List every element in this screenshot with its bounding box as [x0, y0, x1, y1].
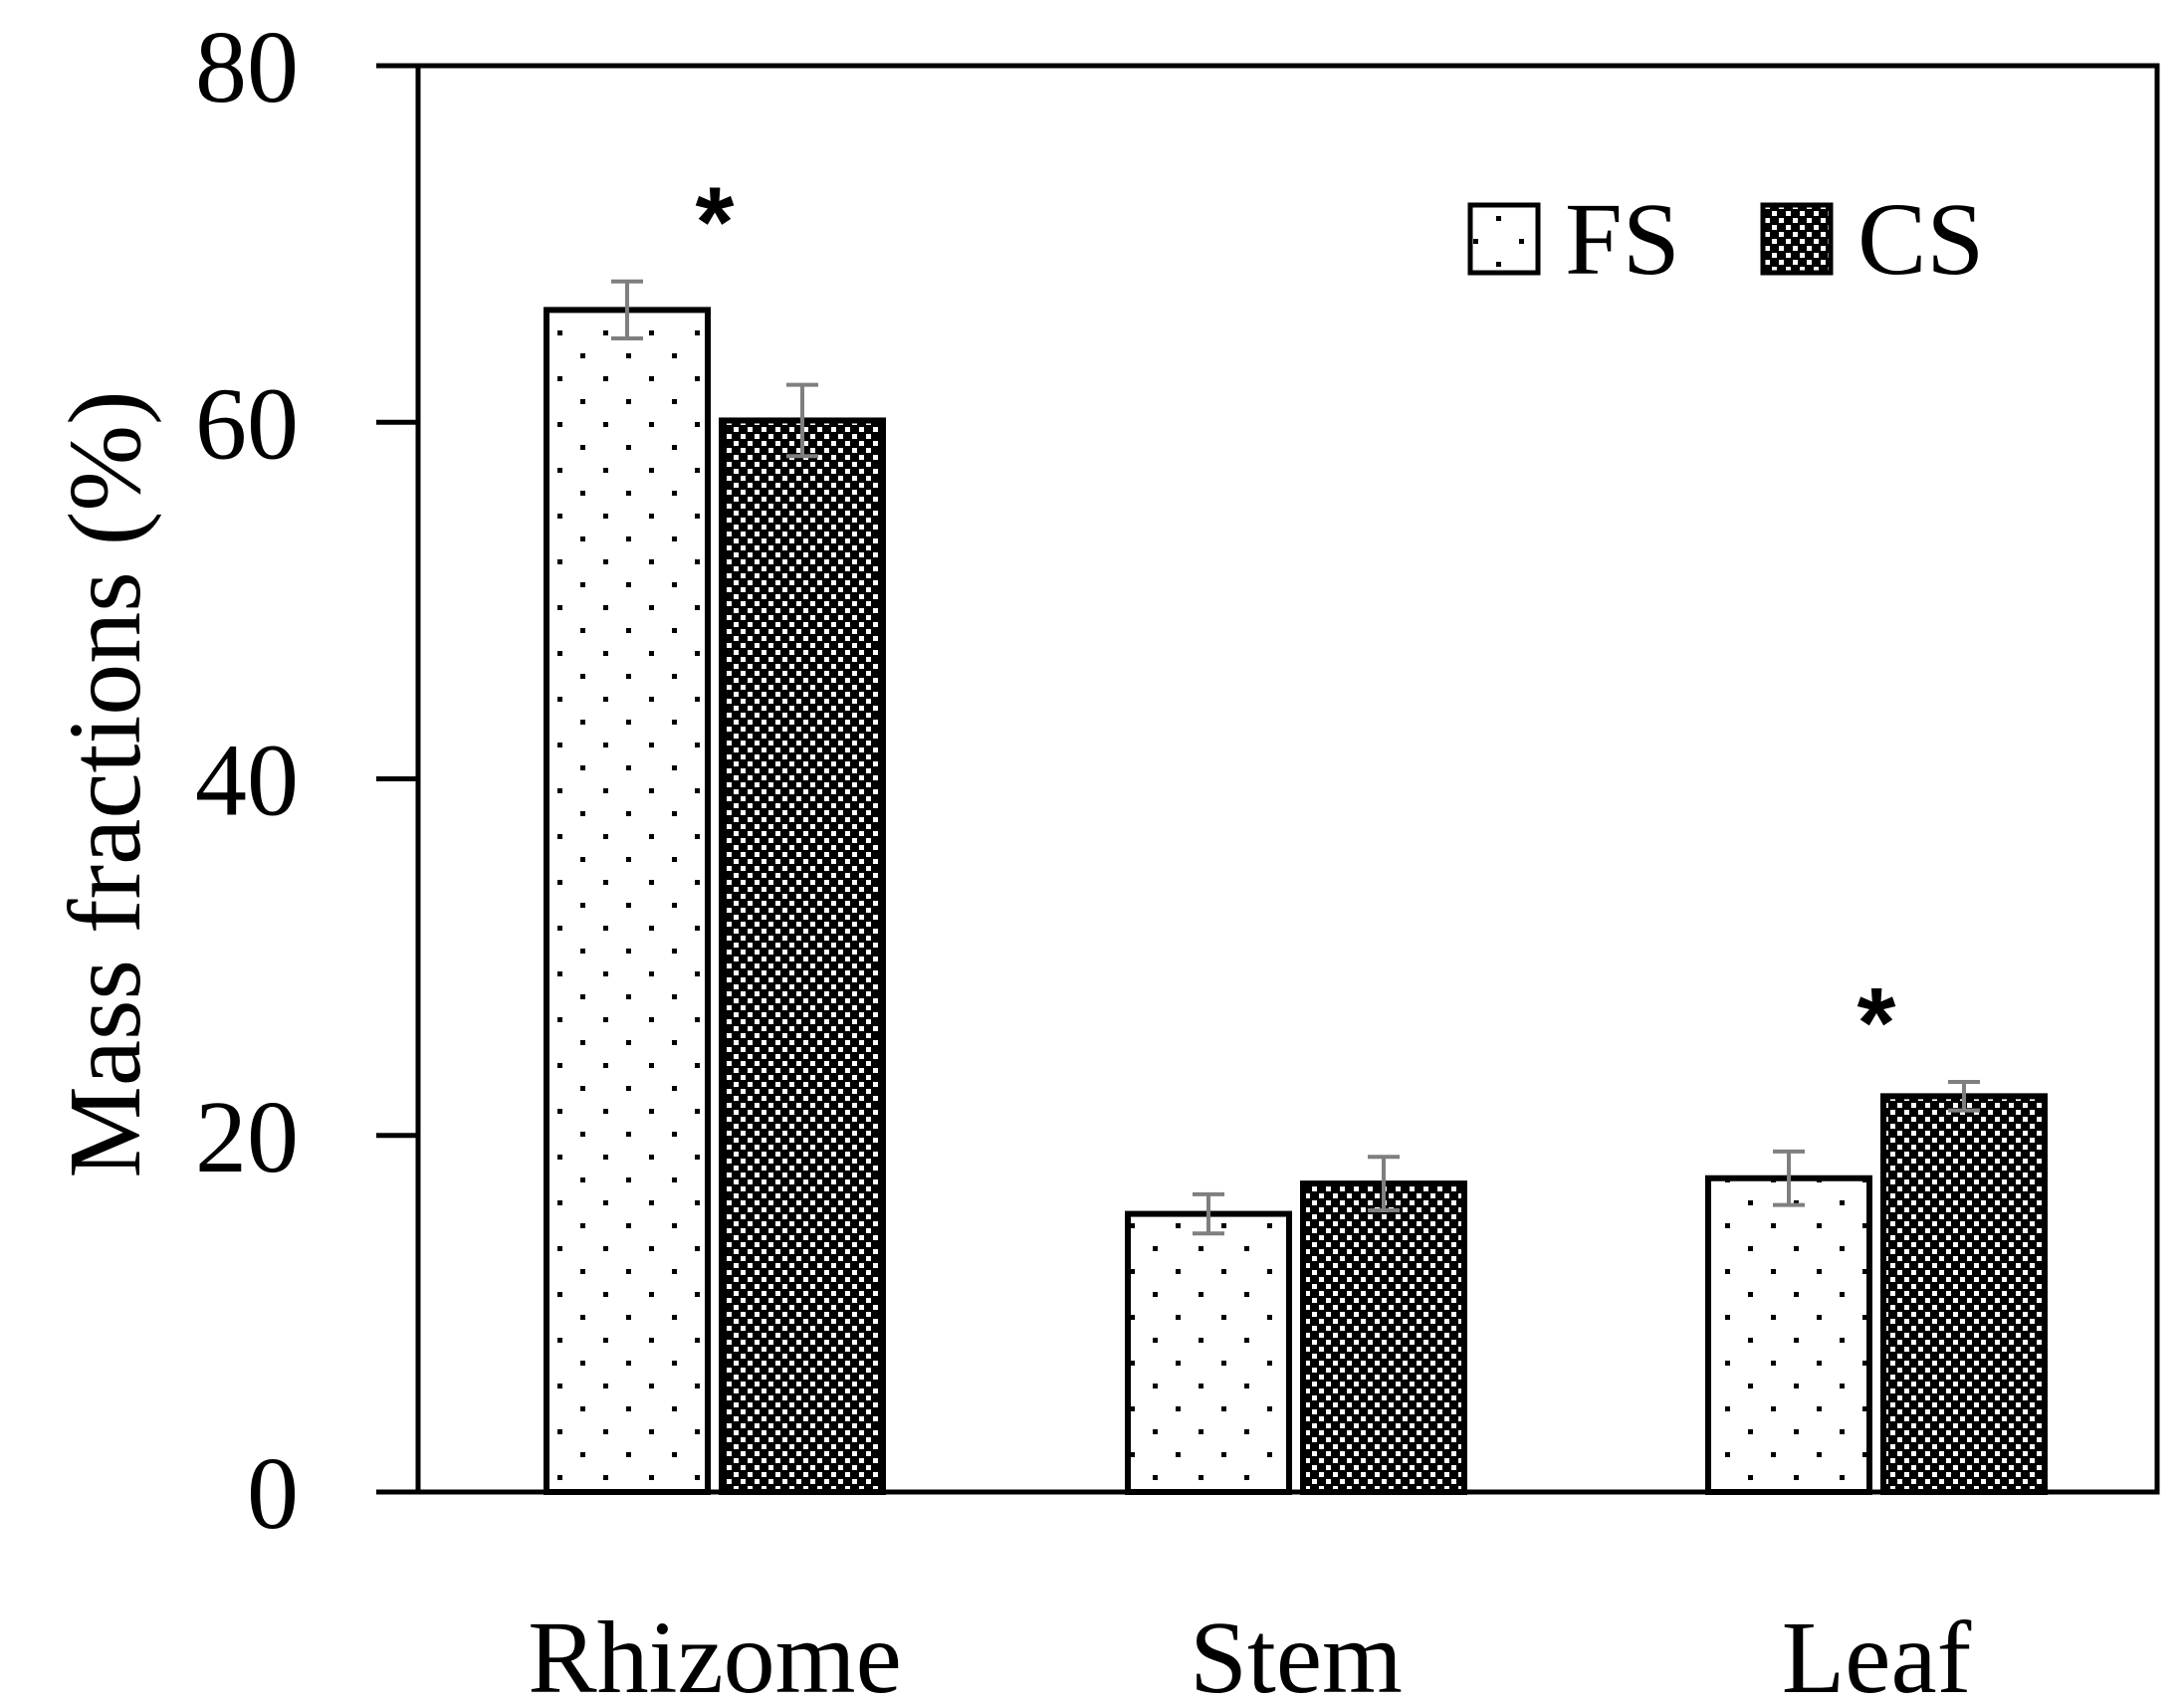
- y-tick-label: 20: [195, 1080, 299, 1194]
- bar-cs-rhizome: [719, 417, 886, 1495]
- category-labels: Rhizome Stem Leaf: [528, 1600, 1971, 1707]
- legend-label-cs: CS: [1857, 182, 1984, 297]
- bar-cs-stem: [1300, 1180, 1467, 1496]
- y-tick-label: 40: [195, 724, 299, 838]
- bar-fs-leaf: [1705, 1174, 1872, 1495]
- error-bar-fs-rhizome: [611, 279, 643, 341]
- category-label-leaf: Leaf: [1782, 1600, 1972, 1707]
- legend-swatch-cs: [1760, 202, 1834, 276]
- legend: FS CS: [1467, 182, 1984, 297]
- category-label-rhizome: Rhizome: [528, 1600, 901, 1707]
- error-bar-cs-stem: [1368, 1155, 1400, 1212]
- y-tick-label: 0: [247, 1436, 299, 1551]
- error-bar-cs-leaf: [1948, 1080, 1980, 1113]
- error-bars-group: [611, 279, 1980, 1236]
- y-tick-label: 60: [195, 366, 299, 481]
- legend-swatch-fs: [1467, 202, 1541, 276]
- error-bar-fs-stem: [1193, 1191, 1224, 1236]
- bar-fs-stem: [1125, 1210, 1292, 1495]
- y-axis-title: Mass fractions (%): [48, 390, 162, 1177]
- y-axis: 0 20 40 60 80: [195, 10, 418, 1551]
- error-bar-cs-rhizome: [786, 382, 818, 459]
- significance-marker-leaf: *: [1857, 967, 1896, 1079]
- bar-fs-rhizome: [544, 307, 711, 1495]
- significance-group: **: [696, 167, 1896, 1079]
- category-label-stem: Stem: [1190, 1600, 1403, 1707]
- significance-marker-rhizome: *: [696, 167, 735, 279]
- bars-group: [544, 307, 2048, 1496]
- error-bar-fs-leaf: [1773, 1149, 1805, 1207]
- legend-label-fs: FS: [1565, 182, 1680, 297]
- bar-cs-leaf: [1880, 1093, 2048, 1496]
- y-tick-label: 80: [195, 10, 299, 124]
